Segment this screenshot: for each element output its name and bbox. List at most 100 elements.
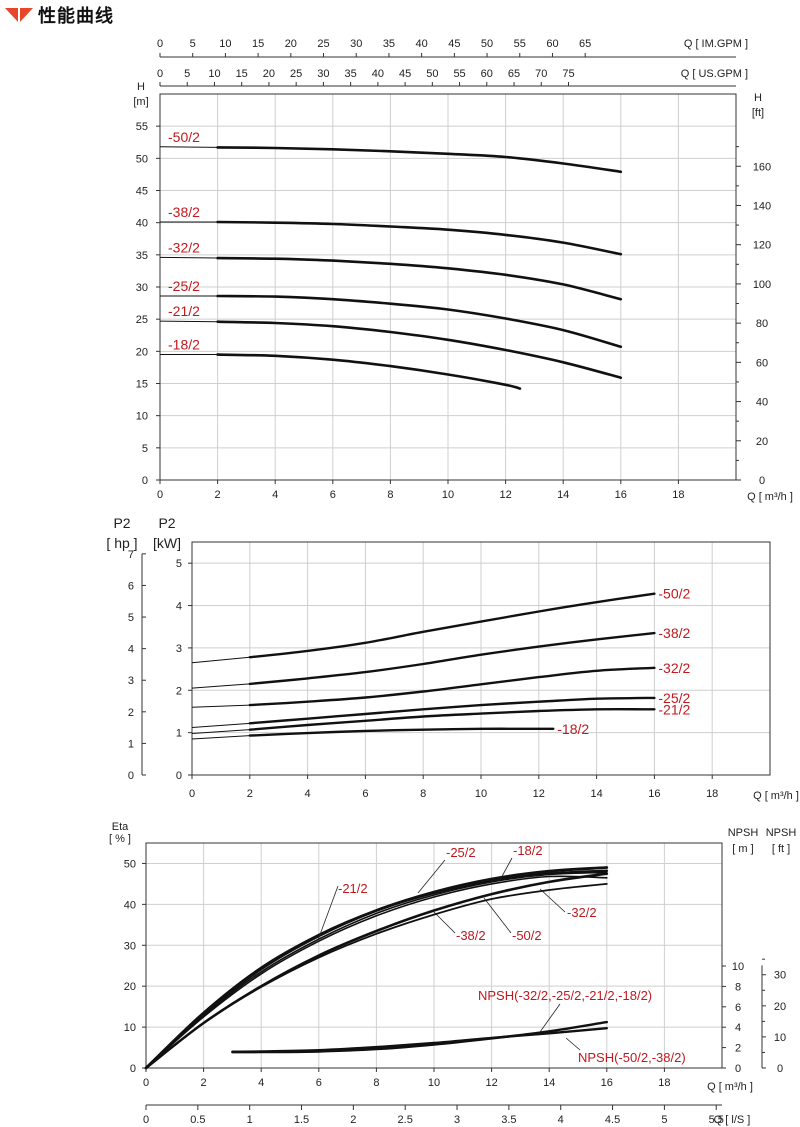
head-y2-axis-unit: [ft] bbox=[752, 107, 764, 119]
power-kw-tick-label: 4 bbox=[176, 601, 182, 613]
power-curve-lead--25/2 bbox=[191, 722, 250, 729]
npsh-m-unit: [ m ] bbox=[732, 843, 753, 855]
head-curve-lead--32/2 bbox=[159, 256, 218, 259]
eta-y-tick-label: 30 bbox=[124, 940, 136, 952]
head-x-tick-label: 12 bbox=[499, 489, 511, 501]
eta-x-tick-label: 2 bbox=[201, 1077, 207, 1089]
top-axis-usgpm-tick-label: 60 bbox=[481, 68, 493, 80]
head-y2-axis-label: H bbox=[754, 92, 762, 104]
top-axis-imgpm-label: Q [ IM.GPM ] bbox=[684, 38, 748, 50]
ls-axis-tick-label: 2.5 bbox=[398, 1114, 413, 1126]
eta-series-label: NPSH(-32/2,-25/2,-21/2,-18/2) bbox=[478, 988, 652, 1003]
top-axis-usgpm-tick-label: 50 bbox=[426, 68, 438, 80]
npsh-m-tick-label: 4 bbox=[735, 1022, 741, 1034]
head-y-tick-label: 0 bbox=[142, 475, 148, 487]
eta-curve--32/2 bbox=[145, 875, 608, 1069]
head-x-tick-label: 14 bbox=[557, 489, 569, 501]
head-y-axis-unit: [m] bbox=[133, 96, 148, 108]
top-axis-imgpm-tick-label: 5 bbox=[190, 38, 196, 50]
eta-y-axis-unit: [ % ] bbox=[109, 833, 131, 845]
top-axis-usgpm-tick-label: 40 bbox=[372, 68, 384, 80]
power-x-tick-label: 4 bbox=[305, 788, 311, 800]
power-x-tick-label: 6 bbox=[362, 788, 368, 800]
eta-y-tick-label: 0 bbox=[130, 1063, 136, 1075]
head-y2-tick-label: 60 bbox=[756, 357, 768, 369]
npsh-m-label: NPSH bbox=[728, 827, 759, 839]
head-y2-tick-label: 80 bbox=[756, 318, 768, 330]
eta-y-tick-label: 50 bbox=[124, 858, 136, 870]
eta-x-tick-label: 14 bbox=[543, 1077, 555, 1089]
eta-curve--18/2 bbox=[145, 871, 608, 1069]
head-y2-tick-label: 40 bbox=[756, 397, 768, 409]
power-hp-tick-label: 2 bbox=[128, 707, 134, 719]
head-curve--25/2 bbox=[216, 294, 623, 349]
eta-curve--50/2 bbox=[145, 883, 608, 1069]
eta-series-label: -38/2 bbox=[456, 928, 486, 943]
power-kw-tick-label: 5 bbox=[176, 558, 182, 570]
power-x-tick-label: 14 bbox=[590, 788, 602, 800]
head-y-tick-label: 30 bbox=[136, 282, 148, 294]
head-y-tick-label: 50 bbox=[136, 153, 148, 165]
eta-x-tick-label: 12 bbox=[485, 1077, 497, 1089]
power-curve--38/2 bbox=[248, 631, 656, 686]
power-kw-tick-label: 1 bbox=[176, 728, 182, 740]
power-hp-tick-label: 1 bbox=[128, 738, 134, 750]
eta-callout-leader bbox=[433, 911, 456, 934]
top-axis-imgpm-tick-label: 35 bbox=[383, 38, 395, 50]
power-hp-tick-label: 3 bbox=[128, 675, 134, 687]
power-chart: 0 2 4 6 8 10 12 14 16 18 Q [ m³/h ]012345P2[kW]012… bbox=[106, 515, 798, 802]
eta-series-label: -50/2 bbox=[512, 928, 542, 943]
top-axis-usgpm-tick-label: 15 bbox=[236, 68, 248, 80]
top-axis-usgpm-tick-label: 0 bbox=[157, 68, 163, 80]
eta-x-tick-label: 6 bbox=[316, 1077, 322, 1089]
power-hp-label: P2 bbox=[113, 515, 130, 531]
top-axis-imgpm-tick-label: 15 bbox=[252, 38, 264, 50]
top-axis-imgpm-tick-label: 65 bbox=[579, 38, 591, 50]
head-x-tick-label: 10 bbox=[442, 489, 454, 501]
power-curve--50/2 bbox=[248, 592, 656, 659]
npsh-ft-unit: [ ft ] bbox=[772, 843, 790, 855]
ls-axis-label: Q [ l/S ] bbox=[714, 1114, 751, 1126]
top-axis-usgpm-tick-label: 55 bbox=[453, 68, 465, 80]
power-x-tick-label: 2 bbox=[247, 788, 253, 800]
head-x-tick-label: 2 bbox=[215, 489, 221, 501]
power-x-tick-label: 10 bbox=[475, 788, 487, 800]
npsh-ft-tick-label: 10 bbox=[774, 1032, 786, 1044]
power-hp-tick-label: 0 bbox=[128, 770, 134, 782]
head-y2-tick-label: 140 bbox=[753, 200, 771, 212]
head-series-label: -32/2 bbox=[168, 239, 200, 255]
head-x-tick-label: 6 bbox=[330, 489, 336, 501]
head-curve--18/2 bbox=[216, 353, 522, 390]
head-y-tick-label: 40 bbox=[136, 218, 148, 230]
power-series-label: -18/2 bbox=[557, 721, 589, 737]
ls-axis-tick-label: 0 bbox=[143, 1114, 149, 1126]
head-series-label: -25/2 bbox=[168, 278, 200, 294]
top-axis-imgpm-tick-label: 30 bbox=[350, 38, 362, 50]
head-series-label: -50/2 bbox=[168, 129, 200, 145]
top-axis-imgpm-tick-label: 40 bbox=[416, 38, 428, 50]
head-y-tick-label: 20 bbox=[136, 346, 148, 358]
head-curve-lead--21/2 bbox=[159, 320, 218, 323]
top-axis-usgpm-tick-label: 70 bbox=[535, 68, 547, 80]
eta-x-tick-label: 8 bbox=[373, 1077, 379, 1089]
eta-callout-leader bbox=[417, 859, 446, 894]
top-axis-usgpm-tick-label: 45 bbox=[399, 68, 411, 80]
top-axis-usgpm-label: Q [ US.GPM ] bbox=[681, 68, 748, 80]
power-hp-tick-label: 7 bbox=[128, 549, 134, 561]
head-y-tick-label: 55 bbox=[136, 121, 148, 133]
power-kw-tick-label: 2 bbox=[176, 685, 182, 697]
top-axis-imgpm-tick-label: 50 bbox=[481, 38, 493, 50]
power-curve-lead--32/2 bbox=[191, 704, 250, 708]
top-axis-imgpm-tick-label: 25 bbox=[317, 38, 329, 50]
head-y-tick-label: 35 bbox=[136, 250, 148, 262]
power-curve-lead--18/2 bbox=[191, 735, 250, 740]
npsh-m-tick-label: 10 bbox=[732, 961, 744, 973]
head-x-tick-label: 4 bbox=[272, 489, 278, 501]
head-y2-tick-label: 20 bbox=[756, 436, 768, 448]
power-curve-lead--21/2 bbox=[191, 729, 250, 734]
head-curve-lead--50/2 bbox=[159, 146, 218, 148]
top-axis-usgpm-tick-label: 5 bbox=[184, 68, 190, 80]
power-hp-tick-label: 5 bbox=[128, 612, 134, 624]
top-axis-imgpm-tick-label: 60 bbox=[546, 38, 558, 50]
power-series-label: -50/2 bbox=[658, 586, 690, 602]
